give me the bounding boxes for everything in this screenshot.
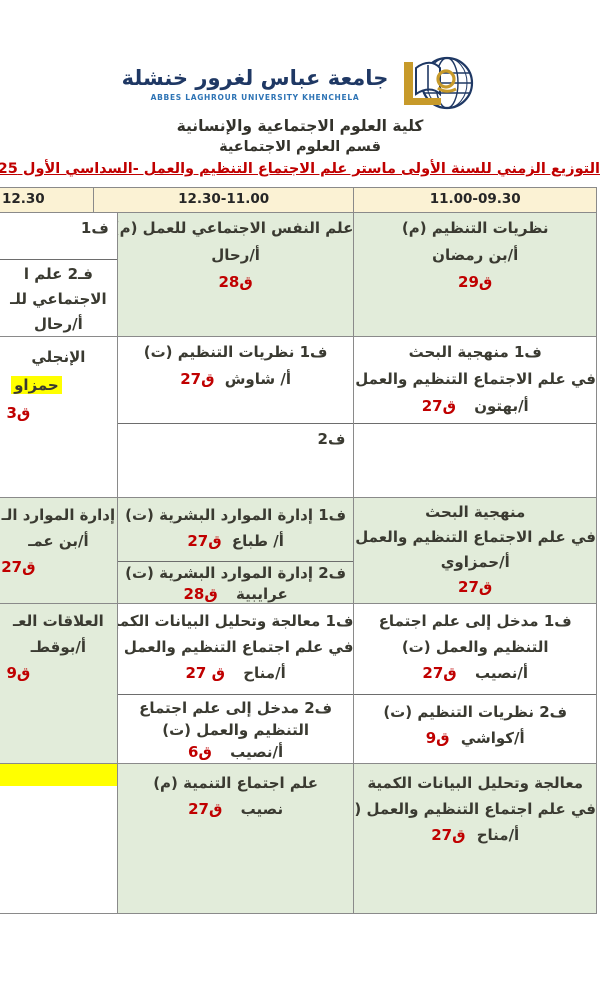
cell-intro-sociology-td-column: ف1 مدخل إلى علم اجتماع التنظيم والعمل (ت…	[353, 603, 596, 763]
timetable: 11.00-09.30 12.30-11.00 12.30 نظريات الت…	[0, 187, 597, 914]
cell-hr-management-td-column: ف1 إدارة الموارد البشرية (ت) أ/ طباع ق27…	[116, 497, 354, 603]
university-logo-block: جامعة عباس لغرور خنشلة ABBES LAGHROUR UN…	[0, 54, 600, 112]
cell-group2-psychology-cropped: فـ2 علم ا الاجتماعي للـ أ/رحال	[0, 259, 117, 336]
cell-data-analysis-td-column: ف1 معالجة وتحليل البيانات الكمية في علم …	[116, 603, 354, 763]
time-slot-2: 12.30-11.00	[92, 187, 354, 212]
yellow-highlight-bar	[0, 764, 117, 786]
cell-english-cropped: الإنجلي حمزاو ق3	[0, 336, 117, 497]
university-name: جامعة عباس لغرور خنشلة ABBES LAGHROUR UN…	[122, 65, 389, 102]
cell-cropped-group-column: ف1 فـ2 علم ا الاجتماعي للـ أ/رحال	[0, 212, 117, 336]
time-header-row: 11.00-09.30 12.30-11.00 12.30	[0, 187, 596, 212]
cell-data-analysis-lecture: معالجة وتحليل البيانات الكمية في علم اجت…	[353, 763, 596, 913]
cell-group1-data-analysis-td: ف1 معالجة وتحليل البيانات الكمية في علم …	[117, 612, 354, 682]
cell-highlight-bar	[0, 763, 117, 913]
cell-theories-td-column: ف1 نظريات التنظيم (ت) أ/ شاوش ق27 ف2	[116, 336, 354, 497]
cell-group1-theories-td: ف1 نظريات التنظيم (ت) أ/ شاوش ق27	[143, 343, 328, 388]
cell-group1-methodology-td: ف1 منهجية البحث في علم الاجتماع التنظيم …	[354, 343, 596, 415]
university-logo-icon	[404, 56, 474, 110]
cell-group1-intro-td: ف1 مدخل إلى علم اجتماع التنظيم والعمل (ت…	[378, 612, 572, 682]
cell-group2-label: ف2	[117, 423, 354, 497]
table-row: ف1 مدخل إلى علم اجتماع التنظيم والعمل (ت…	[0, 603, 596, 763]
time-slot-3-cropped: 12.30	[0, 187, 93, 212]
time-slot-1: 11.00-09.30	[353, 187, 596, 212]
faculty-name: كلية العلوم الاجتماعية والإنسانية	[176, 117, 424, 135]
table-row: منهجية البحث في علم الاجتماع التنظيم وال…	[0, 497, 596, 603]
cell-empty	[354, 423, 596, 497]
cell-group2-theories-td: ف2 نظريات التنظيم (ت) أ/كواشي ق9	[354, 694, 596, 763]
cell-methodology-td-column: ف1 منهجية البحث في علم الاجتماع التنظيم …	[353, 336, 596, 497]
cell-development-sociology-lecture: علم اجتماع التنمية (م) نصيب ق27	[116, 763, 354, 913]
table-row: ف1 منهجية البحث في علم الاجتماع التنظيم …	[0, 336, 596, 497]
cell-hr-cropped: إدارة الموارد الـ أ/بن عمـ ق27	[0, 497, 117, 603]
highlighted-teacher: حمزاو	[11, 376, 62, 394]
cell-group1-cropped: ف1	[80, 219, 109, 237]
cell-group2-hr-td: ف2 إدارة الموارد البشرية (ت) عرايبية ق28	[117, 561, 354, 603]
cell-group2-intro-td: ف2 مدخل إلى علم اجتماع التنظيم والعمل (ت…	[117, 694, 354, 763]
cell-theories-lecture: نظريات التنظيم (م) أ/بن رمضان ق29	[353, 212, 596, 336]
timetable-title: التوزيع الزمني للسنة الأولى ماستر علم ال…	[0, 161, 600, 177]
table-row: نظريات التنظيم (م) أ/بن رمضان ق29 علم ال…	[0, 212, 596, 336]
university-name-arabic: جامعة عباس لغرور خنشلة	[121, 65, 389, 90]
table-row: معالجة وتحليل البيانات الكمية في علم اجت…	[0, 763, 596, 913]
cell-relations-cropped: العلاقات العـ أ/بوقطـ ق9	[0, 603, 117, 763]
cell-methodology-lecture: منهجية البحث في علم الاجتماع التنظيم وال…	[353, 497, 596, 603]
university-name-english: ABBES LAGHROUR UNIVERSITY KHENCHELA	[150, 92, 360, 102]
cell-group1-hr-td: ف1 إدارة الموارد البشرية (ت) أ/ طباع ق27	[125, 506, 347, 550]
department-name: قسم العلوم الاجتماعية	[219, 139, 381, 155]
cell-work-psychology-lecture: علم النفس الاجتماعي للعمل (م) أ/رحال ق28	[116, 212, 354, 336]
